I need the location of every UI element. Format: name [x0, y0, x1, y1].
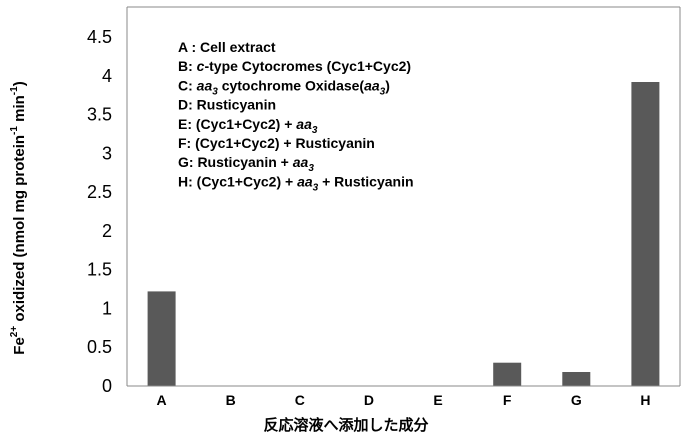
legend-text-segment: E: (Cyc1+Cyc2) +	[178, 116, 296, 132]
legend-entry: D: Rusticyanin	[178, 97, 276, 113]
x-axis-title: 反応溶液へ添加した成分	[263, 416, 428, 434]
legend-text-segment: 3	[380, 86, 386, 97]
legend-text-segment: A : Cell extract	[178, 39, 276, 55]
y-tick-labels: 0 0.5 1 1.5 2 2.5 3 3.5 4 4.5	[87, 27, 112, 396]
x-tick-label-D: D	[364, 392, 374, 408]
legend-text-segment: 3	[313, 182, 319, 193]
y-axis-title: Fe2+ oxidized (nmol mg protein-1 min-1)	[9, 81, 28, 354]
bar-A	[147, 291, 176, 386]
bar-G	[562, 372, 591, 386]
y-axis-title-part-2: oxidized (nmol mg protein	[11, 135, 28, 326]
x-tick-label-E: E	[433, 392, 442, 408]
y-tick-label: 1	[102, 298, 112, 318]
y-tick-label: 0.5	[87, 337, 112, 357]
y-axis-title-part-4: )	[11, 81, 28, 86]
x-tick-label-F: F	[503, 392, 512, 408]
legend-text-segment: cytochrome Oxidase(	[218, 77, 365, 93]
bars	[147, 82, 660, 386]
y-tick-label: 4.5	[87, 27, 112, 47]
y-axis-title-sup-3: -1	[9, 86, 20, 95]
y-axis-title-part-3: min	[11, 95, 28, 126]
legend-text-segment: -type Cytocromes (Cyc1+Cyc2)	[204, 58, 411, 74]
y-axis-title-sup-1: 2+	[9, 326, 20, 338]
legend-entry: H: (Cyc1+Cyc2) + aa3 + Rusticyanin	[178, 173, 414, 193]
x-tick-label-C: C	[295, 392, 305, 408]
bar-F	[493, 362, 522, 386]
y-tick-label: 2.5	[87, 182, 112, 202]
y-axis-title-part-1: Fe	[11, 337, 28, 355]
legend-text-segment: G: Rusticyanin +	[178, 154, 293, 170]
x-tick-label-A: A	[157, 392, 167, 408]
y-tick-label: 0	[102, 376, 112, 396]
x-tick-label-H: H	[640, 392, 650, 408]
legend-text-segment: 3	[312, 125, 318, 136]
legend-entry: F: (Cyc1+Cyc2) + Rusticyanin	[178, 135, 375, 151]
legend-text-segment: c	[197, 58, 205, 74]
legend-text-segment: D: Rusticyanin	[178, 97, 276, 113]
legend-entry: B: c-type Cytocromes (Cyc1+Cyc2)	[178, 58, 411, 74]
y-tick-label: 1.5	[87, 260, 112, 280]
legend-entry: G: Rusticyanin + aa3	[178, 154, 314, 174]
y-tick-label: 2	[102, 221, 112, 241]
y-axis-title-sup-2: -1	[9, 126, 20, 135]
x-tick-label-B: B	[226, 392, 236, 408]
legend-text-segment: + Rusticyanin	[318, 173, 413, 189]
legend-entry: C: aa3 cytochrome Oxidase(aa3)	[178, 77, 390, 97]
legend-text-segment: B:	[178, 58, 197, 74]
x-tick-labels: A B C D E F G H	[157, 392, 651, 408]
legend-text-segment: aa	[293, 154, 309, 170]
legend-text-segment: C:	[178, 77, 197, 93]
y-tick-label: 4	[102, 66, 112, 86]
y-tick-label: 3	[102, 143, 112, 163]
legend-text-segment: aa	[364, 77, 380, 93]
legend-text-segment: H: (Cyc1+Cyc2) +	[178, 173, 297, 189]
legend-text-segment: aa	[296, 116, 312, 132]
y-tick-label: 3.5	[87, 105, 112, 125]
legend-text-segment: )	[385, 77, 390, 93]
legend-entry: A : Cell extract	[178, 39, 276, 55]
legend-text-segment: 3	[212, 86, 218, 97]
legend-text-segment: aa	[297, 173, 313, 189]
bar-H	[631, 82, 660, 386]
legend: A : Cell extract B: c-type Cytocromes (Cy…	[178, 39, 414, 193]
x-tick-label-G: G	[571, 392, 582, 408]
legend-text-segment: aa	[197, 77, 213, 93]
legend-text-segment: 3	[308, 163, 314, 174]
legend-text-segment: F: (Cyc1+Cyc2) + Rusticyanin	[178, 135, 375, 151]
legend-entry: E: (Cyc1+Cyc2) + aa3	[178, 116, 318, 136]
